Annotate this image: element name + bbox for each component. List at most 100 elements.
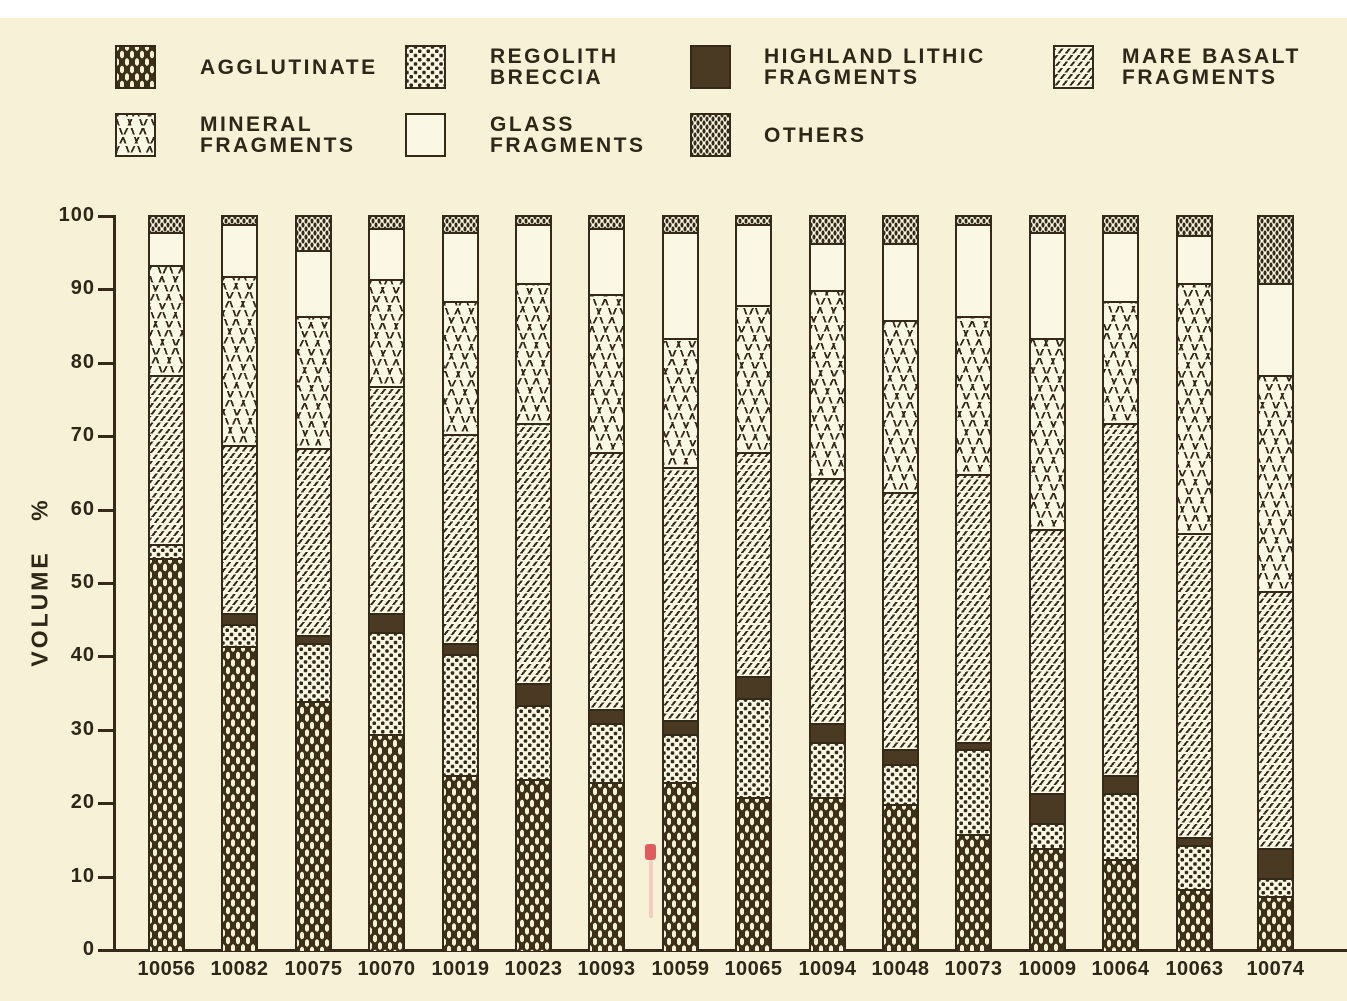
red-ink-streak xyxy=(649,860,653,918)
legend-label-agglutinate: AGGLUTINATE xyxy=(200,45,378,89)
y-tick xyxy=(98,802,115,806)
legend-text: FRAGMENTS xyxy=(1122,66,1278,89)
segment-others-10094 xyxy=(811,217,844,243)
y-tick-label: 0 xyxy=(82,938,95,960)
segment-mineral-10019 xyxy=(444,301,477,434)
legend-item-mare-basalt: MARE BASALT FRAGMENTS xyxy=(1053,45,1301,89)
y-tick-label: 50 xyxy=(70,571,95,593)
y-tick xyxy=(98,361,115,365)
segment-mineral-10073 xyxy=(957,316,990,474)
y-tick xyxy=(98,875,115,879)
y-tick xyxy=(98,949,115,952)
y-tick-label: 70 xyxy=(70,424,95,447)
segment-mare-10019 xyxy=(444,433,477,643)
legend-label-mare-basalt: MARE BASALT FRAGMENTS xyxy=(1122,45,1301,89)
segment-highland-10063 xyxy=(1178,837,1211,845)
segment-mare-10009 xyxy=(1031,528,1064,794)
legend-item-glass: GLASS FRAGMENTS xyxy=(405,113,646,157)
x-category-label-10073: 10073 xyxy=(944,958,1003,980)
segment-others-10074 xyxy=(1259,217,1292,284)
x-category-label-10074: 10074 xyxy=(1246,958,1305,980)
x-category-label-10094: 10094 xyxy=(798,958,857,980)
segment-mineral-10082 xyxy=(223,275,256,445)
bar-10064 xyxy=(1102,215,1139,951)
segment-mare-10075 xyxy=(297,448,330,636)
bar-10074 xyxy=(1257,215,1294,951)
segment-agglutinate-10009 xyxy=(1031,848,1064,951)
segment-breccia-10074 xyxy=(1259,877,1292,896)
segment-agglutinate-10093 xyxy=(590,782,623,951)
segment-highland-10048 xyxy=(884,749,917,764)
segment-mare-10056 xyxy=(150,374,183,544)
segment-agglutinate-10073 xyxy=(957,833,990,951)
segment-breccia-10065 xyxy=(737,697,770,797)
legend-label-regolith-breccia: REGOLITH BRECCIA xyxy=(490,45,619,89)
segment-glass-10019 xyxy=(444,231,477,302)
segment-agglutinate-10074 xyxy=(1259,895,1292,951)
x-category-label-10009: 10009 xyxy=(1018,958,1077,980)
segment-breccia-10059 xyxy=(664,734,697,783)
others-pattern-swatch-icon xyxy=(690,113,731,157)
segment-mare-10065 xyxy=(737,451,770,676)
y-tick xyxy=(98,655,115,659)
legend-text: MARE BASALT xyxy=(1122,45,1301,68)
bar-10094 xyxy=(809,215,846,951)
y-tick-label: 40 xyxy=(70,644,95,667)
segment-mineral-10023 xyxy=(517,283,550,423)
x-category-label-10019: 10019 xyxy=(431,958,490,980)
legend-item-agglutinate: AGGLUTINATE xyxy=(115,45,378,89)
y-tick xyxy=(98,582,115,585)
segment-mare-10063 xyxy=(1178,532,1211,838)
segment-mineral-10065 xyxy=(737,305,770,452)
legend-item-regolith-breccia: REGOLITH BRECCIA xyxy=(405,45,619,89)
bar-10065 xyxy=(735,215,772,951)
segment-mare-10048 xyxy=(884,492,917,750)
legend-label-mineral: MINERAL FRAGMENTS xyxy=(200,113,356,157)
segment-highland-10064 xyxy=(1104,774,1137,794)
segment-mare-10082 xyxy=(223,444,256,614)
bar-10019 xyxy=(442,215,479,951)
highland-lithic-pattern-swatch-icon xyxy=(690,45,731,89)
bar-10059 xyxy=(662,215,699,951)
segment-breccia-10048 xyxy=(884,763,917,805)
segment-glass-10063 xyxy=(1178,235,1211,284)
segment-others-10048 xyxy=(884,217,917,243)
segment-mineral-10059 xyxy=(664,338,697,467)
segment-others-10075 xyxy=(297,217,330,251)
bar-10009 xyxy=(1029,215,1066,951)
segment-glass-10059 xyxy=(664,231,697,339)
segment-mineral-10056 xyxy=(150,264,183,375)
legend-text: FRAGMENTS xyxy=(200,134,356,157)
segment-mare-10059 xyxy=(664,466,697,720)
legend-text: OTHERS xyxy=(764,123,867,147)
legend-text: MINERAL xyxy=(200,113,314,136)
segment-breccia-10073 xyxy=(957,749,990,834)
bar-10023 xyxy=(515,215,552,951)
segment-highland-10019 xyxy=(444,642,477,654)
legend-text: FRAGMENTS xyxy=(764,66,920,89)
mineral-pattern-swatch-icon xyxy=(115,113,156,157)
segment-mineral-10093 xyxy=(590,294,623,452)
bar-10056 xyxy=(148,215,185,951)
x-category-label-10075: 10075 xyxy=(284,958,343,980)
segment-highland-10073 xyxy=(957,741,990,750)
segment-glass-10048 xyxy=(884,242,917,320)
y-tick-label: 80 xyxy=(70,350,95,373)
segment-agglutinate-10070 xyxy=(370,734,403,951)
legend-text: FRAGMENTS xyxy=(490,134,646,157)
segment-glass-10064 xyxy=(1104,231,1137,302)
segment-agglutinate-10048 xyxy=(884,804,917,951)
segment-breccia-10064 xyxy=(1104,793,1137,860)
segment-agglutinate-10056 xyxy=(150,558,183,951)
segment-glass-10073 xyxy=(957,224,990,317)
segment-highland-10009 xyxy=(1031,793,1064,823)
segment-others-10059 xyxy=(664,217,697,232)
segment-agglutinate-10065 xyxy=(737,796,770,951)
y-tick xyxy=(98,288,115,292)
y-tick xyxy=(98,508,115,512)
segment-mineral-10063 xyxy=(1178,283,1211,533)
segment-highland-10093 xyxy=(590,708,623,724)
y-tick-label: 60 xyxy=(70,497,95,520)
segment-agglutinate-10064 xyxy=(1104,859,1137,951)
segment-breccia-10082 xyxy=(223,624,256,647)
